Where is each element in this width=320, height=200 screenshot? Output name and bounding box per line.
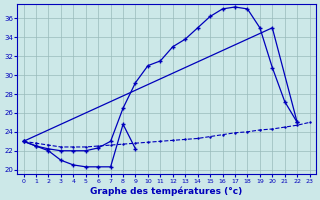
X-axis label: Graphe des températures (°c): Graphe des températures (°c) bbox=[91, 186, 243, 196]
